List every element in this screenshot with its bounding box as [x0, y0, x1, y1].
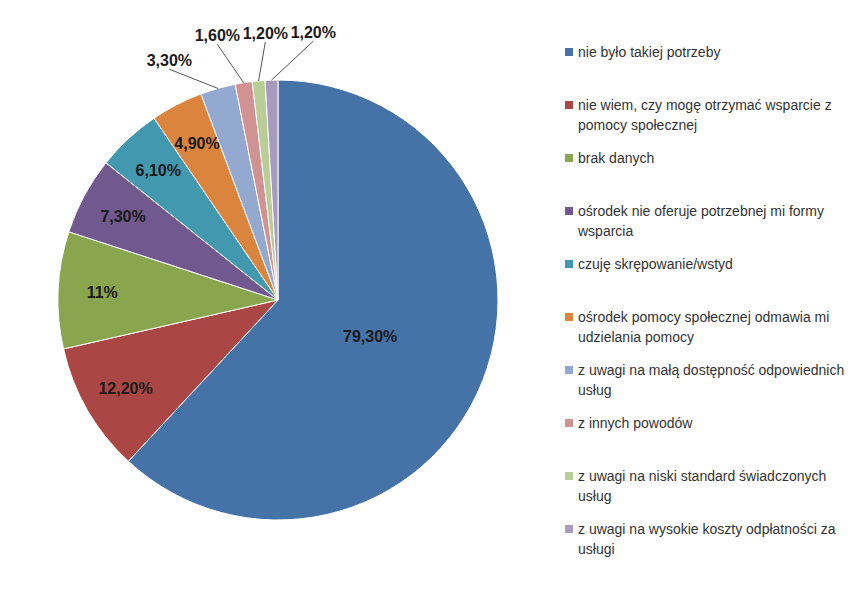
legend-swatch	[565, 525, 573, 533]
data-label: 12,20%	[98, 380, 152, 397]
legend-label: ośrodek nie oferuje potrzebnej mi formyw…	[577, 203, 824, 239]
data-label: 1,20%	[243, 25, 288, 42]
legend-label: z uwagi na wysokie koszty odpłatności za…	[578, 521, 836, 557]
legend-swatch	[565, 366, 573, 374]
leader-line	[259, 42, 266, 81]
legend-swatch	[565, 154, 573, 162]
legend-swatch	[565, 419, 573, 427]
legend-label: nie wiem, czy mogę otrzymać wsparcie zpo…	[578, 97, 832, 133]
leader-line	[217, 44, 243, 82]
pie-slice	[252, 80, 278, 300]
chart: 79,30% 12,20% 11% 7,30% 6,10% 4,90% 3,30%1,60%…	[0, 0, 862, 600]
leader-line	[169, 69, 217, 88]
pie-slice	[265, 80, 278, 300]
data-label: 11%	[87, 284, 118, 301]
legend-swatch	[565, 48, 573, 56]
legend-label: z uwagi na niski standard świadczonychus…	[578, 468, 826, 504]
legend: nie było takiej potrzeby nie wiem, czy mo…	[565, 44, 844, 557]
data-label: 1,60%	[195, 27, 240, 44]
data-label: 6,10%	[136, 162, 181, 179]
legend-label: z uwagi na małą dostępność odpowiednichu…	[578, 362, 844, 398]
data-label: 79,30%	[343, 328, 397, 345]
data-label: 1,20%	[291, 24, 336, 41]
data-label: 4,90%	[174, 135, 219, 152]
background	[0, 0, 862, 600]
legend-swatch	[565, 313, 573, 321]
legend-label: brak danych	[578, 150, 654, 166]
legend-swatch	[565, 472, 573, 480]
data-labels: 79,30% 12,20% 11% 7,30% 6,10% 4,90% 3,30%1,60%…	[87, 24, 398, 397]
legend-label: z innych powodów	[578, 415, 693, 431]
data-label: 7,30%	[100, 208, 145, 225]
pie	[58, 80, 498, 520]
legend-swatch	[565, 260, 573, 268]
data-label: 3,30%	[147, 52, 192, 69]
legend-swatch	[565, 207, 573, 215]
legend-label: czuję skrępowanie/wstyd	[578, 256, 733, 272]
leader-line	[272, 41, 314, 80]
legend-swatch	[565, 101, 573, 109]
legend-label: nie było takiej potrzeby	[578, 44, 720, 60]
legend-label: ośrodek pomocy społecznej odmawia miudzi…	[578, 309, 829, 345]
